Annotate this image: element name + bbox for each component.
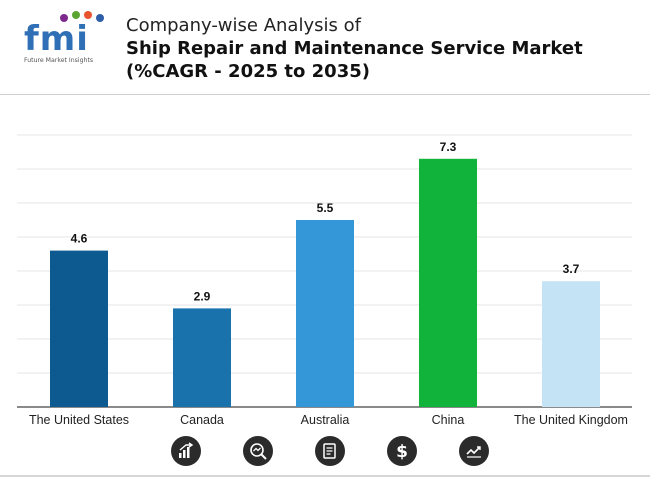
magnifier-chart-icon: [243, 436, 273, 466]
logo-wordmark: fmi: [24, 19, 89, 59]
bars: [50, 158, 600, 407]
logo-subtext: Future Market Insights: [24, 57, 93, 64]
header: fmi Future Market Insights Company-wise …: [0, 0, 650, 95]
category-labels: The United States Canada Australia China The…: [29, 413, 628, 427]
logo-dot-3: [84, 11, 92, 19]
category-label: The United States: [29, 413, 129, 427]
category-label: China: [432, 413, 465, 427]
growth-chart-icon: [171, 436, 201, 466]
value-label: 5.5: [317, 201, 334, 215]
category-label: The United Kingdom: [514, 413, 628, 427]
value-label: 7.3: [440, 140, 457, 154]
header-divider: [0, 94, 650, 95]
bar-australia: [296, 220, 354, 407]
value-label: 2.9: [194, 289, 211, 303]
fmi-logo: fmi Future Market Insights: [24, 11, 104, 64]
logo-dot-1: [60, 14, 68, 22]
value-label: 3.7: [563, 262, 580, 276]
dollar-icon: $: [387, 436, 417, 466]
footer-icons: $: [0, 436, 650, 472]
category-label: Canada: [180, 413, 224, 427]
svg-text:$: $: [396, 442, 408, 461]
document-icon: [315, 436, 345, 466]
logo-dot-2: [72, 11, 80, 19]
bar-canada: [173, 308, 231, 407]
bar-the-united-kingdom: [542, 281, 600, 407]
chart-title-line-1: Company-wise Analysis of: [126, 15, 361, 36]
chart-title-line-2: Ship Repair and Maintenance Service Mark…: [126, 38, 583, 59]
category-label: Australia: [301, 413, 350, 427]
chart-title-line-3: (%CAGR - 2025 to 2035): [126, 61, 370, 82]
value-labels: 4.6 2.9 5.5 7.3 3.7: [71, 140, 580, 304]
logo-dot-4: [96, 14, 104, 22]
bar-chart: 4.6 2.9 5.5 7.3 3.7 The United States Canada A…: [17, 134, 632, 427]
value-label: 4.6: [71, 232, 88, 246]
footer-divider: [0, 475, 650, 477]
bar-china: [419, 158, 477, 407]
bar-the-united-states: [50, 250, 108, 407]
trend-line-icon: [459, 436, 489, 466]
